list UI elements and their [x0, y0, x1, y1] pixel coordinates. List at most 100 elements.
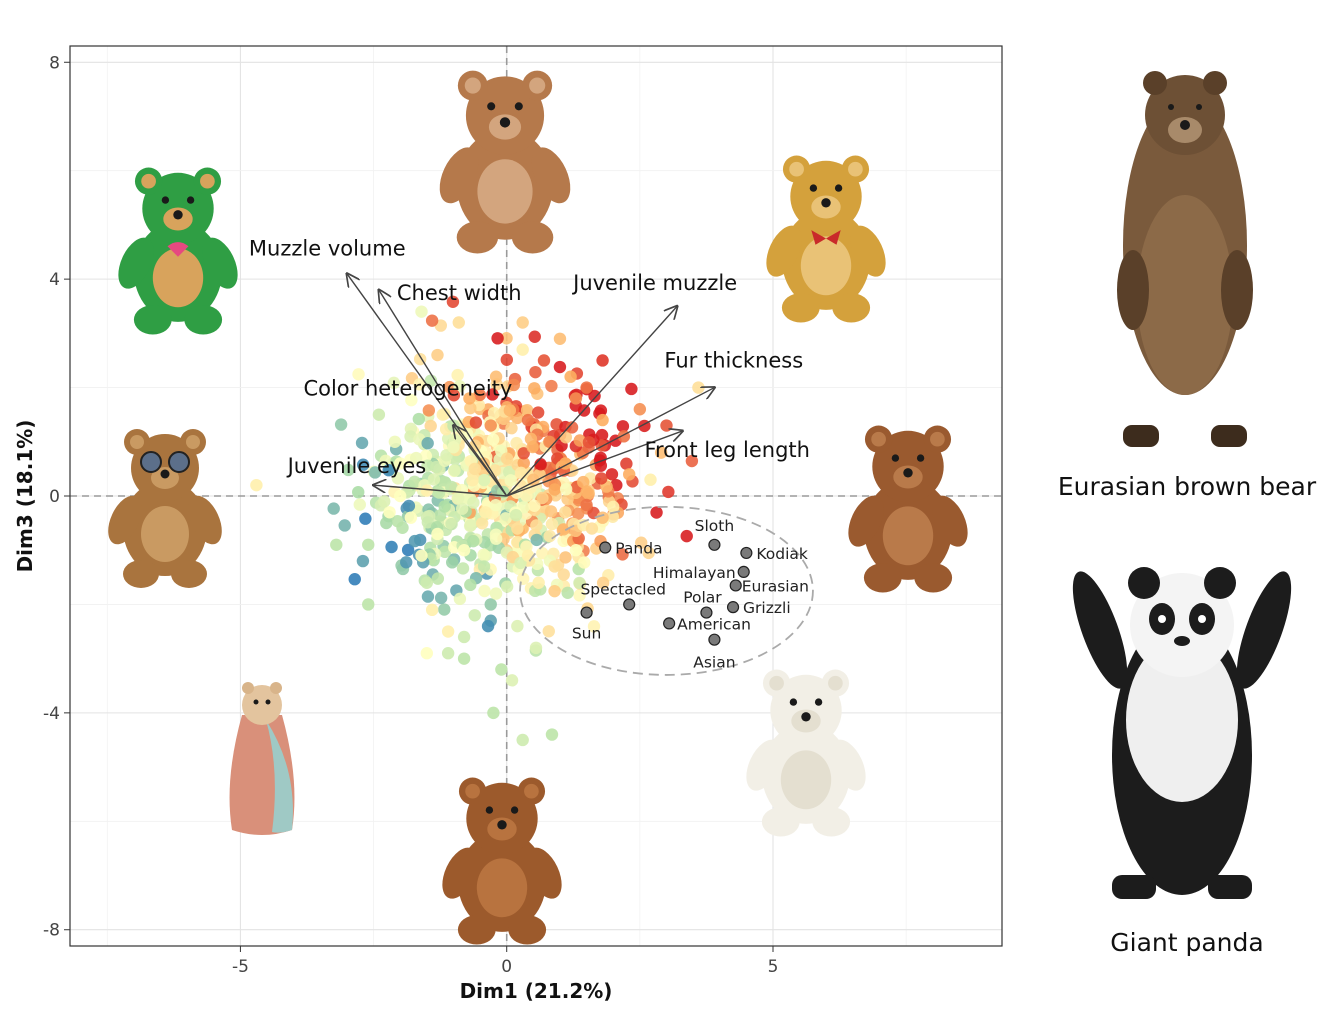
- teddy-point: [408, 475, 421, 489]
- teddy-point: [391, 472, 405, 485]
- teddy-point: [505, 422, 518, 435]
- teddy-point: [473, 388, 487, 402]
- teddy-point: [446, 556, 459, 569]
- teddy-point: [500, 353, 514, 366]
- teddy-point: [505, 674, 519, 687]
- bear-species-label: Sun: [572, 625, 602, 643]
- bear-species-point: [599, 541, 612, 554]
- real-panda-panel: Giant panda: [1072, 567, 1292, 957]
- polar-bear-figurine-image: [746, 669, 866, 837]
- teddy-point: [685, 454, 699, 468]
- teddy-point: [457, 652, 471, 665]
- teddy-point: [457, 630, 471, 644]
- teddy-point: [464, 519, 477, 532]
- teddy-point: [534, 458, 547, 471]
- teddy-point: [680, 529, 693, 543]
- teddy-point: [421, 590, 435, 603]
- teddy-point: [421, 459, 434, 472]
- teddy-point: [466, 474, 479, 487]
- teddy-point: [441, 647, 455, 660]
- teddy-point: [569, 392, 583, 405]
- teddy-point: [383, 506, 396, 519]
- teddy-point: [477, 473, 491, 487]
- teddy-point: [420, 576, 434, 589]
- teddy-point: [545, 728, 559, 741]
- teddy-point: [441, 625, 455, 638]
- teddy-point: [342, 463, 355, 477]
- teddy-point: [489, 370, 503, 383]
- teddy-point: [484, 598, 497, 611]
- bear-species-label: Grizzli: [743, 599, 791, 617]
- teddy-point: [578, 556, 591, 569]
- teddy-point: [542, 625, 555, 638]
- teddy-point: [424, 419, 437, 433]
- teddy-point: [362, 598, 375, 611]
- teddy-point: [530, 533, 543, 547]
- plot-panel: Sloth Kodiak Panda Himalayan Eurasian Spectac…: [69, 45, 1003, 947]
- loading-label: Fur thickness: [664, 349, 803, 373]
- teddy-point: [585, 522, 599, 535]
- teddy-point: [517, 456, 530, 470]
- teddy-point: [548, 483, 561, 496]
- teddy-point: [348, 573, 361, 586]
- teddy-point: [453, 380, 466, 393]
- big-eyed-teddy-bear-image: [108, 429, 222, 588]
- teddy-point: [486, 388, 499, 401]
- teddy-point: [511, 522, 524, 535]
- bear-species-point: [700, 606, 713, 619]
- loading-arrows: Muzzle volume Chest width Juvenile muzzle F…: [249, 237, 810, 497]
- teddy-point: [595, 472, 608, 485]
- teddy-point: [564, 370, 577, 383]
- teddy-point: [431, 572, 445, 585]
- y-tick-label: -4: [43, 704, 60, 724]
- teddy-point: [477, 560, 491, 573]
- teddy-point: [425, 314, 439, 327]
- vintage-teddy-bear-image: [442, 777, 562, 945]
- teddy-point: [504, 474, 517, 487]
- loading-label: Front leg length: [644, 438, 810, 462]
- teddy-point: [467, 496, 480, 509]
- teddy-point: [507, 378, 521, 392]
- teddy-point: [487, 406, 501, 420]
- teddy-point: [393, 457, 407, 470]
- teddy-point: [477, 548, 490, 561]
- bear-species-label: Eurasian: [742, 577, 809, 595]
- teddy-point: [491, 332, 504, 345]
- teddy-point: [548, 584, 561, 598]
- teddy-point: [468, 609, 481, 622]
- teddy-point: [517, 447, 530, 460]
- teddy-point: [250, 478, 263, 492]
- x-tick-label: -5: [232, 957, 249, 977]
- teddy-point: [634, 536, 648, 549]
- teddy-point: [368, 466, 382, 479]
- teddy-point: [561, 586, 574, 599]
- teddy-point: [543, 529, 556, 543]
- teddy-point: [356, 458, 370, 471]
- teddy-point: [413, 378, 426, 391]
- teddy-point: [606, 510, 619, 523]
- teddy-point: [451, 368, 464, 382]
- teddy-point: [529, 641, 543, 655]
- teddy-point: [420, 647, 434, 660]
- bear-species-point: [580, 606, 593, 619]
- teddy-point: [528, 382, 541, 395]
- teddy-point: [623, 468, 636, 481]
- teddy-point: [650, 506, 663, 519]
- teddy-point: [438, 545, 452, 559]
- teddy-point: [387, 376, 401, 390]
- teddy-point: [330, 538, 343, 551]
- teddy-point: [557, 523, 570, 536]
- teddy-point: [352, 368, 365, 381]
- teddy-point: [455, 502, 469, 515]
- teddy-point: [588, 389, 601, 403]
- teddy-point: [573, 589, 586, 602]
- teddy-point: [500, 580, 514, 593]
- bear-species-point: [737, 565, 750, 579]
- teddy-point: [355, 436, 369, 450]
- teddy-point: [596, 576, 610, 590]
- teddy-point: [529, 365, 542, 379]
- bear-species-point: [623, 598, 636, 611]
- teddy-point-cloud: [327, 295, 699, 657]
- teddy-point: [559, 482, 573, 496]
- loading-arrow: [506, 431, 683, 497]
